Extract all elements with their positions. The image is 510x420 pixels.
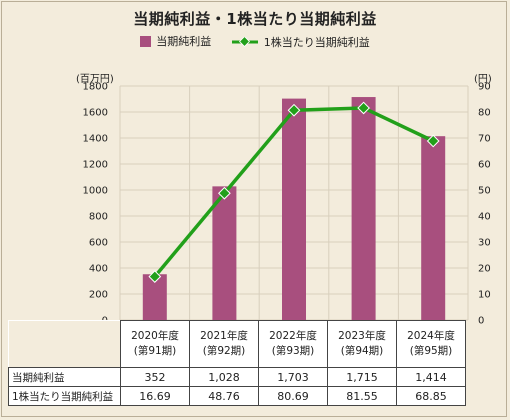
right-tick-label: 90 [478, 82, 491, 93]
point-eps [426, 134, 440, 148]
table-cell: 1,028 [189, 367, 259, 387]
legend-line-label: 1株当たり当期純利益 [263, 35, 370, 49]
table-header-row: 2020年度 (第91期) 2021年度 (第92期) 2022年度 (第93期) 2… [8, 320, 466, 368]
bar-net-income [282, 98, 306, 320]
right-tick-label: 30 [478, 238, 491, 249]
right-tick-label: 50 [478, 186, 491, 197]
left-tick-label: 1200 [83, 160, 108, 171]
table-cell: 48.76 [189, 386, 259, 406]
legend: 当期純利益 1株当たり当期純利益 [0, 33, 510, 50]
legend-bar-swatch [140, 35, 152, 47]
table-header-cell: 2023年度 (第94期) [327, 320, 397, 368]
legend-item-eps: 1株当たり当期純利益 [231, 34, 370, 50]
table-row-label: 当期純利益 [8, 367, 121, 387]
table-cell: 16.69 [120, 386, 190, 406]
right-axis-unit: (円) [474, 74, 492, 85]
left-tick-label: 600 [89, 238, 108, 249]
table-cell: 80.69 [258, 386, 328, 406]
table-corner [8, 320, 121, 368]
table-cell: 68.85 [396, 386, 466, 406]
table-header-cell: 2022年度 (第93期) [258, 320, 328, 368]
left-tick-label: 1000 [83, 186, 108, 197]
table-row: 1株当たり当期純利益 16.69 48.76 80.69 81.55 68.85 [8, 386, 466, 406]
table-header-cell: 2024年度 (第95期) [396, 320, 466, 368]
right-tick-label: 60 [478, 160, 491, 171]
right-tick-label: 80 [478, 108, 491, 119]
right-tick-label: 0 [478, 316, 484, 327]
left-tick-label: 1800 [83, 82, 108, 93]
right-tick-label: 20 [478, 264, 491, 275]
table-cell: 81.55 [327, 386, 397, 406]
point-eps [218, 186, 231, 200]
bar-net-income [212, 186, 237, 320]
table-row: 当期純利益 352 1,028 1,703 1,715 1,414 [8, 367, 466, 387]
left-tick-label: 200 [89, 290, 108, 301]
left-tick-label: 400 [89, 264, 108, 275]
bar-net-income [421, 136, 446, 320]
table-cell: 1,715 [327, 367, 397, 387]
bar-net-income [351, 97, 376, 320]
right-tick-label: 40 [478, 212, 491, 223]
left-tick-label: 1600 [83, 108, 108, 119]
right-tick-label: 70 [478, 134, 491, 145]
left-tick-label: 1400 [83, 134, 108, 145]
left-tick-label: 800 [89, 212, 108, 223]
left-axis-unit: (百万円) [76, 74, 114, 85]
table-cell: 1,703 [258, 367, 328, 387]
data-table: 2020年度 (第91期) 2021年度 (第92期) 2022年度 (第93期) 2… [8, 320, 466, 406]
table-cell: 1,414 [396, 367, 466, 387]
point-eps [287, 103, 301, 117]
table-header-cell: 2021年度 (第92期) [189, 320, 259, 368]
legend-bar-label: 当期純利益 [156, 35, 212, 48]
table-cell: 352 [120, 367, 190, 387]
chart-title: 当期純利益・1株当たり当期純利益 [133, 10, 377, 28]
point-eps [148, 270, 162, 283]
right-tick-label: 10 [478, 290, 491, 301]
table-header-cell: 2020年度 (第91期) [120, 320, 190, 368]
point-eps [357, 101, 370, 115]
table-row-label: 1株当たり当期純利益 [8, 386, 121, 406]
legend-line-swatch [231, 36, 258, 47]
legend-item-net-income: 当期純利益 [140, 33, 211, 49]
